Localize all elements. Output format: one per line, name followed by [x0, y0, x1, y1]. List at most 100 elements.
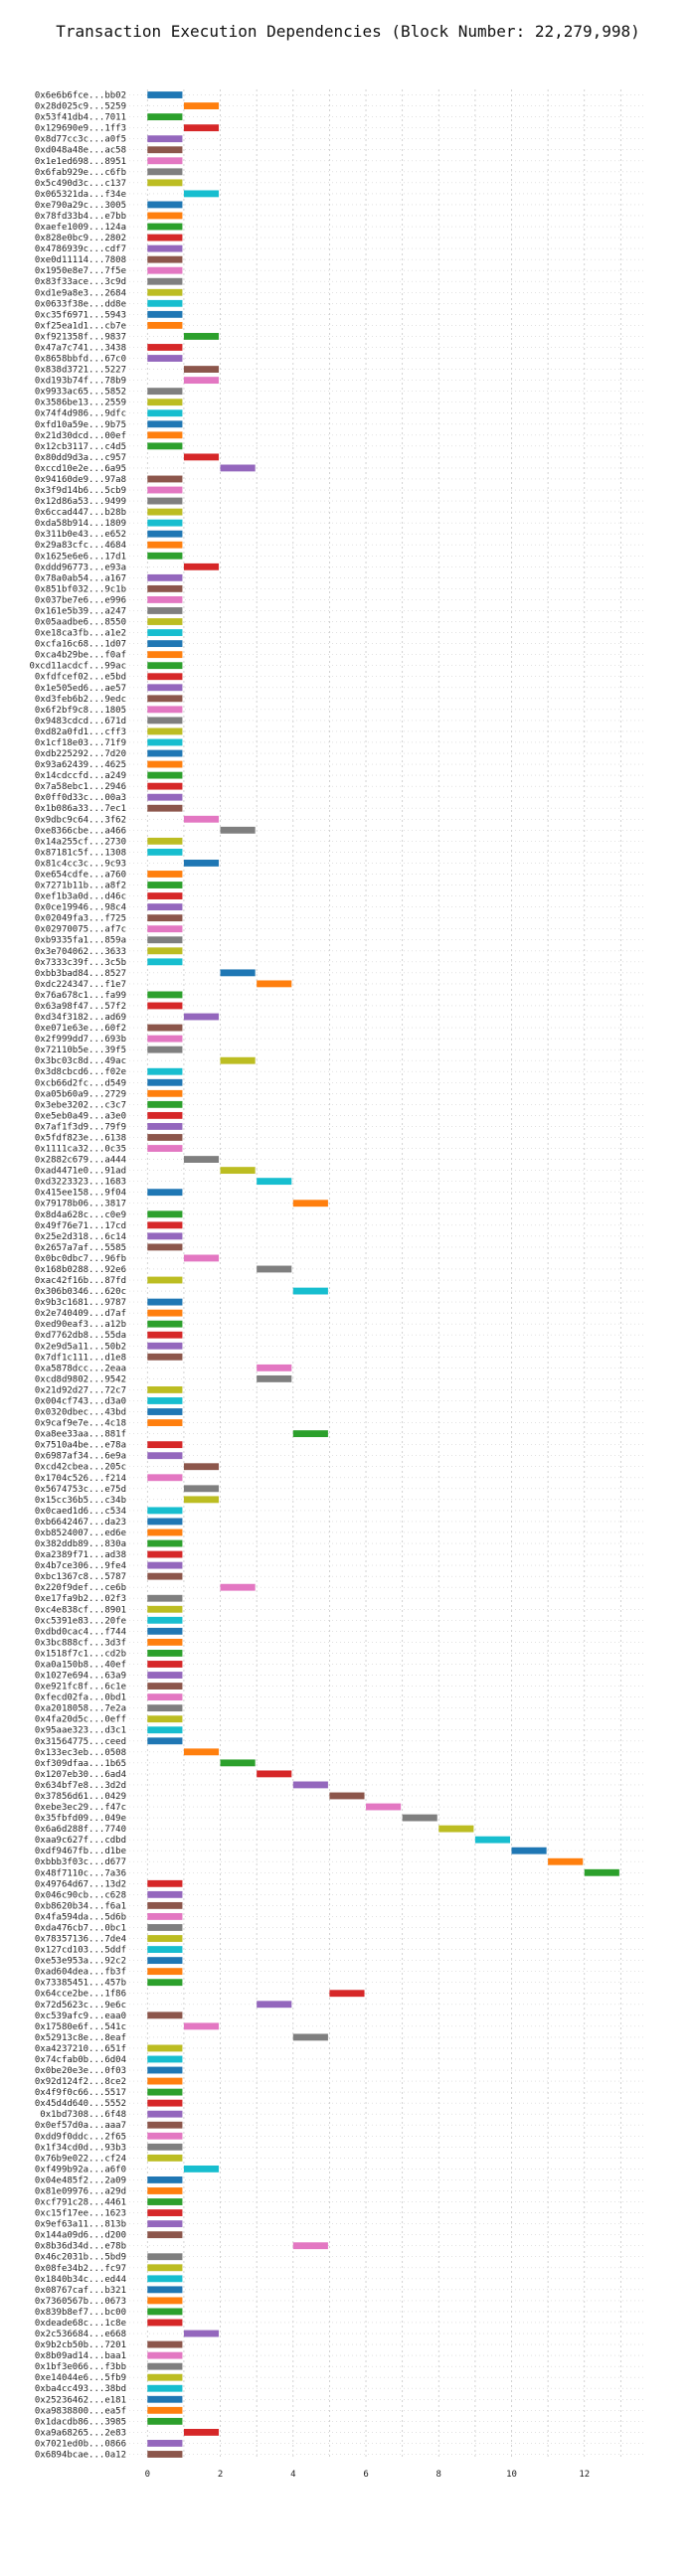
tx-label: 0xcf791c28...4461 — [35, 2198, 126, 2208]
tx-bar — [147, 2395, 183, 2403]
tx-bar — [183, 563, 220, 570]
tx-bar — [147, 2066, 183, 2074]
tx-label: 0x7271b11b...a8f2 — [35, 882, 126, 891]
x-tick-label: 2 — [218, 2470, 223, 2480]
tx-label: 0x0bc0dbc7...96fb — [35, 1254, 126, 1264]
tx-label: 0x31564775...ceed — [35, 1737, 126, 1747]
tx-label: 0xd3feb6b2...9edc — [35, 695, 126, 705]
tx-bar — [292, 1430, 328, 1438]
tx-label: 0xb9335fa1...859a — [35, 936, 126, 946]
tx-label: 0x1625e6e6...17d1 — [35, 552, 126, 562]
tx-label: 0xfecd02fa...0bd1 — [35, 1693, 126, 1703]
tx-label: 0x25236462...e181 — [35, 2395, 126, 2405]
tx-label: 0xd048a48e...ac58 — [35, 146, 126, 156]
tx-bar — [147, 1561, 183, 1569]
tx-bar — [147, 1210, 183, 1218]
tx-label: 0x45d4d640...5552 — [35, 2099, 126, 2109]
tx-label: 0x6ccad447...b28b — [35, 508, 126, 518]
tx-label: 0x1f34cd0d...93b3 — [35, 2143, 126, 2153]
tx-bar — [402, 1814, 437, 1822]
tx-bar — [183, 366, 220, 373]
tx-bar — [220, 1583, 256, 1591]
tx-bar — [147, 244, 183, 252]
tx-bar — [147, 1232, 183, 1240]
x-tick-label: 8 — [436, 2470, 441, 2480]
tx-label: 0x02049fa3...f725 — [35, 914, 126, 924]
tx-bar — [257, 1770, 292, 1778]
tx-label: 0xccd10e2e...6a95 — [35, 464, 126, 474]
tx-bar — [147, 168, 183, 176]
tx-label: 0xd3223323...1683 — [35, 1178, 126, 1188]
tx-label: 0xc15f17ee...1623 — [35, 2209, 126, 2219]
tx-bar — [147, 1067, 183, 1075]
tx-label: 0x1704c526...f214 — [35, 1474, 126, 1484]
tx-bar — [147, 760, 183, 768]
tx-label: 0x382ddb89...830a — [35, 1539, 126, 1549]
tx-label: 0x3bc888cf...3d3f — [35, 1638, 126, 1648]
tx-bar — [366, 1803, 402, 1811]
tx-bar — [147, 1089, 183, 1097]
tx-bar — [147, 1189, 183, 1197]
tx-bar — [183, 377, 220, 385]
tx-label: 0x3bc03c8d...49ac — [35, 1056, 126, 1066]
tx-label: 0x6f2bf9c8...1805 — [35, 706, 126, 716]
tx-label: 0x220f9def...ce6b — [35, 1583, 126, 1593]
tx-label: 0xd193b74f...78b9 — [35, 377, 126, 387]
tx-label: 0xb6642467...da23 — [35, 1518, 126, 1528]
tx-label: 0xfdfcef02...e5bd — [35, 673, 126, 683]
tx-label: 0x08767caf...b321 — [35, 2286, 126, 2296]
tx-label: 0x1bd7308...6f48 — [40, 2110, 126, 2120]
tx-label: 0x0ce19946...98c4 — [35, 903, 126, 913]
tx-label: 0x1e505ed6...ae57 — [35, 684, 126, 694]
tx-bar — [147, 1550, 183, 1558]
tx-bar — [147, 146, 183, 154]
tx-label: 0xba4cc493...38bd — [35, 2384, 126, 2394]
tx-bar — [147, 1145, 183, 1152]
tx-bar — [183, 1496, 220, 1504]
tx-bar — [147, 749, 183, 757]
tx-bar — [147, 1111, 183, 1119]
tx-bar — [147, 1594, 183, 1602]
tx-bar — [147, 2351, 183, 2359]
tx-bar — [147, 782, 183, 790]
x-tick-label: 12 — [579, 2470, 590, 2480]
tx-bar — [147, 925, 183, 933]
tx-bar — [183, 1463, 220, 1471]
tx-label: 0x28d025c9...5259 — [35, 102, 126, 112]
tx-bar — [220, 969, 256, 977]
tx-label: 0xdbd0cac4...f744 — [35, 1627, 126, 1637]
tx-bar — [147, 1638, 183, 1646]
tx-label: 0x17580e6f...541c — [35, 2022, 126, 2032]
tx-label: 0x0ef57d0a...aaa7 — [35, 2121, 126, 2131]
tx-bar — [147, 1650, 183, 1657]
tx-label: 0x2e740409...d7af — [35, 1309, 126, 1319]
tx-bar — [183, 860, 220, 867]
tx-bar — [147, 947, 183, 955]
tx-bar — [147, 2012, 183, 2019]
tx-label: 0x87181c5f...1308 — [35, 848, 126, 858]
tx-label: 0x95aae323...d3c1 — [35, 1726, 126, 1736]
tx-bar — [292, 2033, 328, 2041]
tx-bar — [183, 2330, 220, 2337]
tx-label: 0xdf9467fb...d1be — [35, 1847, 126, 1856]
tx-label: 0xfd10a59e...9b75 — [35, 420, 126, 430]
tx-bar — [147, 695, 183, 703]
tx-label: 0x92d124f2...8ce2 — [35, 2077, 126, 2087]
tx-label: 0x21d30dcd...00ef — [35, 431, 126, 441]
tx-label: 0x6fab929e...c6fb — [35, 168, 126, 178]
tx-bar — [147, 1672, 183, 1679]
tx-bar — [147, 310, 183, 318]
tx-bar — [147, 355, 183, 362]
tx-bar — [147, 530, 183, 538]
tx-label: 0x5fdf823e...6138 — [35, 1133, 126, 1143]
tx-bar — [183, 1748, 220, 1756]
tx-label: 0xa0a150b8...40ef — [35, 1660, 126, 1670]
tx-bar — [147, 1704, 183, 1712]
tx-label: 0xbbb3f03c...d677 — [35, 1857, 126, 1867]
tx-label: 0xa9838800...ea5f — [35, 2406, 126, 2416]
tx-label: 0x4786939c...cdf7 — [35, 244, 126, 254]
tx-bar — [147, 409, 183, 417]
tx-label: 0x81e09976...a29d — [35, 2186, 126, 2196]
tx-bar — [147, 1913, 183, 1920]
